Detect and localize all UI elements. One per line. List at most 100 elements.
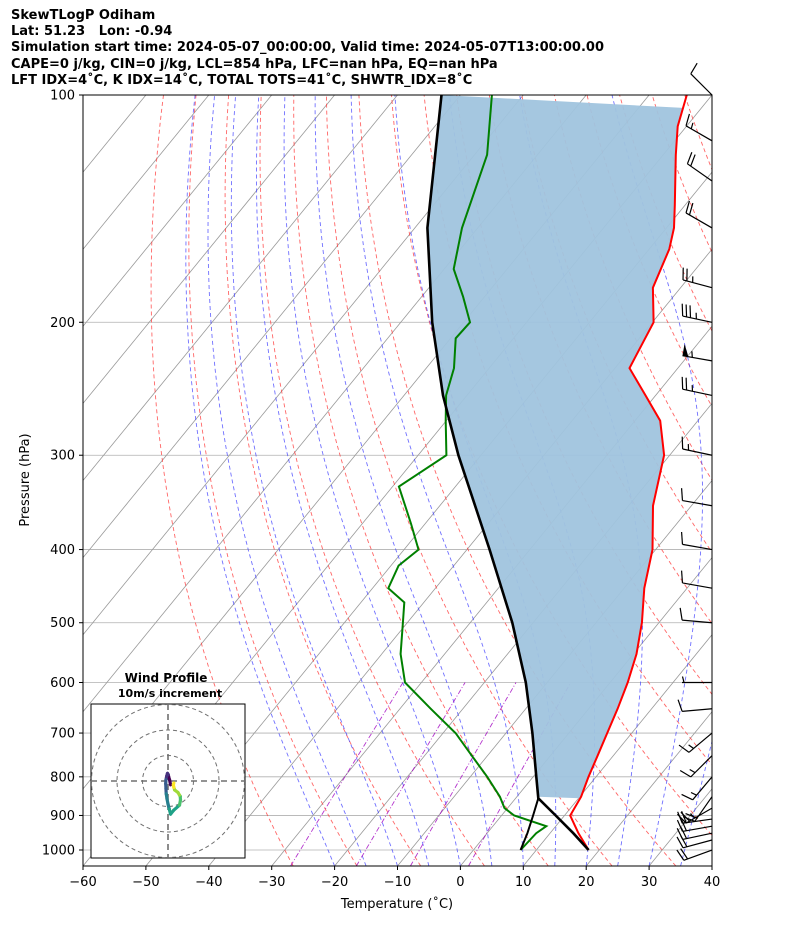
chart-header: SkewTLogP Odiham Lat: 51.23 Lon: -0.94 S… (11, 8, 604, 89)
sounding-profiles (387, 95, 688, 851)
x-tick-label: 10 (515, 875, 532, 890)
y-tick-label: 600 (50, 676, 75, 691)
moist-adiabat (350, 95, 524, 866)
mixing-ratio-line (290, 682, 404, 866)
wind-barbs (676, 62, 713, 861)
parcel-path (426, 95, 590, 851)
y-axis-label: Pressure (hPa) (18, 433, 33, 526)
x-tick-label: 40 (704, 875, 721, 890)
wind-barb (680, 531, 713, 551)
wind-barb (676, 848, 713, 861)
x-tick-label: −40 (195, 875, 222, 890)
moist-adiabat (283, 95, 461, 866)
temperature-profile (569, 95, 688, 851)
station-title: SkewTLogP Odiham (11, 8, 156, 23)
cin-shading (427, 95, 684, 799)
simulation-times: Simulation start time: 2024-05-07_00:00:… (11, 40, 604, 56)
isotherm (83, 95, 210, 250)
moist-adiabat (207, 95, 367, 866)
dry-adiabat (391, 95, 712, 837)
hodograph-inset: Wind Profile 10m/s increment (90, 671, 246, 859)
dry-adiabat (684, 95, 712, 171)
dry-adiabat (750, 95, 794, 866)
parcel-dewpoint-path (519, 798, 540, 851)
moist-adiabat (680, 739, 712, 866)
y-tick-label: 700 (50, 727, 75, 742)
stability-indices-2: LFT IDX=4˚C, K IDX=14˚C, TOTAL TOTS=41˚C… (11, 72, 473, 88)
dry-adiabat (188, 95, 358, 866)
x-tick-label: −60 (69, 875, 96, 890)
wind-barb (679, 755, 713, 778)
y-axis-ticks: 1000 900 800 700 600 500 400 300 200 100 (42, 89, 83, 859)
isotherm (83, 95, 273, 327)
x-axis-label: Temperature (˚C) (340, 896, 453, 912)
dry-adiabat (325, 95, 613, 866)
x-tick-label: 0 (456, 875, 464, 890)
hodograph-segment (171, 781, 176, 787)
wind-barb (685, 113, 713, 142)
y-tick-label: 800 (50, 770, 75, 785)
dry-adiabat (259, 95, 485, 866)
y-tick-label: 500 (50, 616, 75, 631)
dry-adiabat (783, 95, 794, 866)
wind-barb (680, 570, 713, 589)
y-tick-label: 100 (50, 89, 75, 104)
wind-barb (680, 488, 713, 507)
y-tick-label: 1000 (42, 844, 75, 859)
station-coordinates: Lat: 51.23 Lon: -0.94 (11, 24, 173, 40)
y-tick-label: 400 (50, 543, 75, 558)
wind-barb (683, 796, 713, 822)
mixing-ratio-line (468, 682, 572, 866)
mixing-ratio-line (410, 682, 517, 866)
x-tick-label: 30 (641, 875, 658, 890)
wind-barb (682, 267, 713, 289)
dry-adiabat (224, 95, 422, 866)
isotherm (83, 95, 84, 96)
y-tick-label: 200 (50, 316, 75, 331)
wind-barb (681, 776, 713, 801)
wind-barb (681, 676, 712, 684)
wind-barb (676, 819, 713, 833)
wind-barb (678, 732, 713, 753)
wind-barb (677, 699, 713, 712)
isotherm (83, 95, 461, 559)
dry-adiabat (717, 95, 794, 866)
wind-barb (685, 200, 713, 229)
x-axis-ticks: −60 −50 −40 −30 −20 −10 0 10 20 30 40 (69, 866, 720, 890)
wind-barb (679, 607, 713, 624)
x-tick-label: −30 (258, 875, 285, 890)
moist-adiabat (185, 95, 336, 866)
isotherm (397, 479, 712, 866)
wind-barb (690, 62, 713, 96)
x-tick-label: 20 (578, 875, 595, 890)
isotherm (83, 95, 335, 405)
moist-adiabat (711, 864, 712, 866)
x-tick-label: −50 (132, 875, 159, 890)
moist-adiabat (314, 95, 493, 866)
isotherm (522, 634, 712, 866)
hodograph-title: Wind Profile (125, 671, 208, 685)
isotherm (711, 865, 712, 866)
isotherm (775, 95, 794, 866)
y-tick-label: 900 (50, 809, 75, 824)
isotherm (83, 95, 398, 482)
wind-barb (686, 152, 713, 182)
moist-adiabat (230, 95, 398, 866)
dry-adiabat (150, 95, 294, 866)
y-tick-label: 300 (50, 449, 75, 464)
wind-barb (681, 376, 713, 397)
wind-barb (681, 303, 713, 323)
isotherm (585, 711, 712, 866)
mixing-ratio-line (355, 682, 466, 866)
x-tick-label: −20 (321, 875, 348, 890)
isotherm (83, 95, 524, 636)
stability-indices-1: CAPE=0 j/kg, CIN=0 j/kg, LCL=854 hPa, LF… (11, 56, 498, 72)
moist-adiabat (256, 95, 430, 866)
wind-barb (681, 436, 713, 456)
dewpoint-profile (387, 95, 549, 851)
wind-barb (682, 343, 713, 362)
x-tick-label: −10 (384, 875, 411, 890)
moist-adiabat (611, 95, 703, 866)
hodograph-subtitle: 10m/s increment (118, 687, 222, 700)
